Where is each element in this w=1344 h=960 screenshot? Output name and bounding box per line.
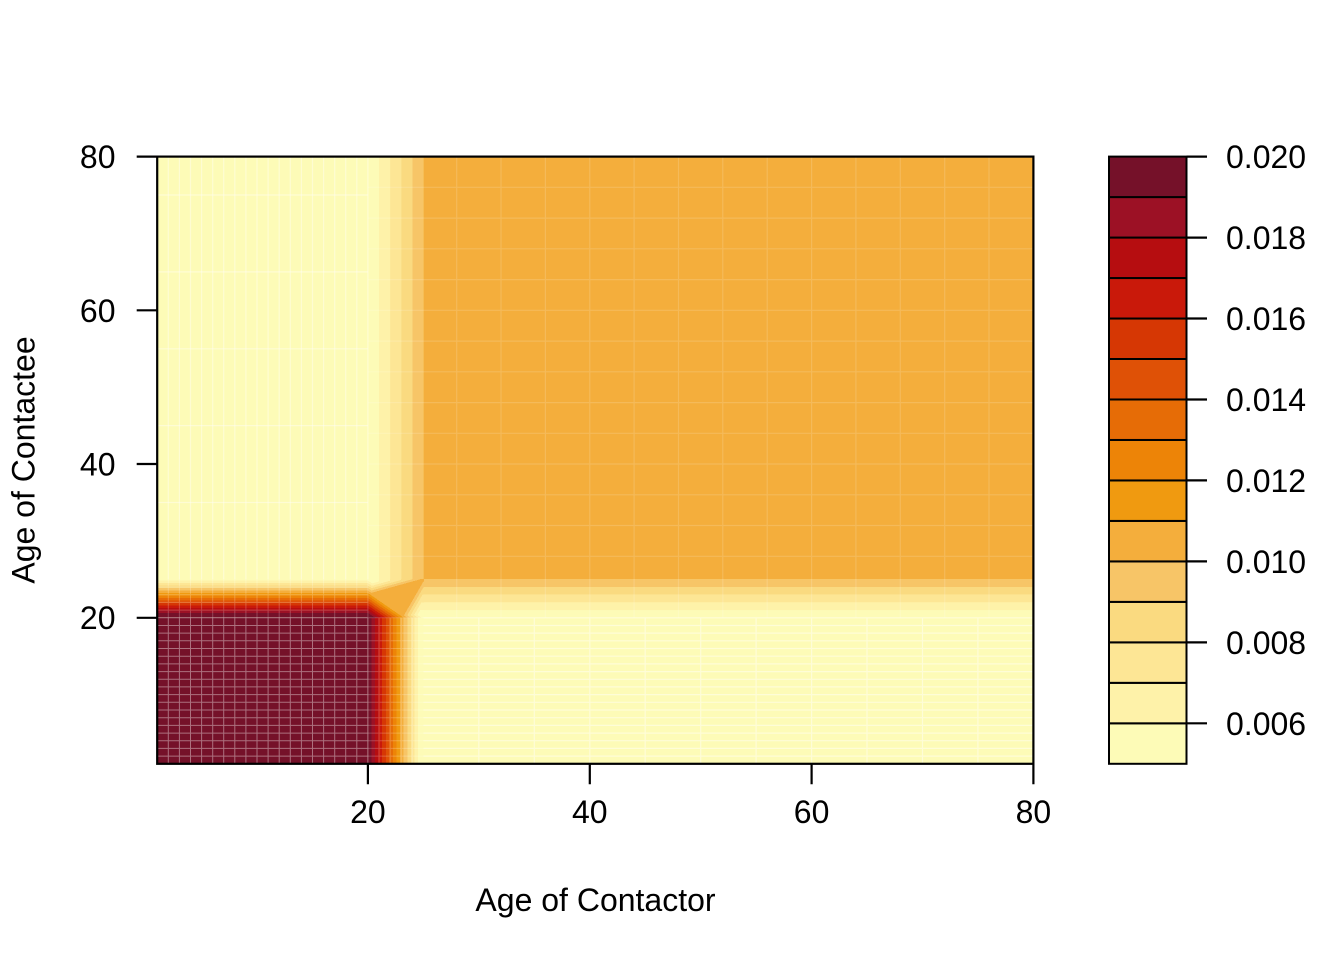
svg-text:80: 80 [80,139,116,175]
svg-text:0.012: 0.012 [1226,463,1306,499]
svg-text:0.006: 0.006 [1226,706,1306,742]
svg-text:0.020: 0.020 [1226,139,1306,175]
svg-text:Age of Contactor: Age of Contactor [475,882,715,918]
svg-text:60: 60 [794,794,830,830]
svg-text:80: 80 [1016,794,1052,830]
svg-text:20: 20 [350,794,386,830]
svg-text:40: 40 [572,794,608,830]
svg-text:0.014: 0.014 [1226,382,1306,418]
svg-text:0.018: 0.018 [1226,220,1306,256]
svg-text:0.008: 0.008 [1226,625,1306,661]
svg-text:40: 40 [80,447,116,483]
svg-text:0.016: 0.016 [1226,301,1306,337]
svg-text:20: 20 [80,600,116,636]
svg-text:60: 60 [80,293,116,329]
svg-text:Age of Contactee: Age of Contactee [6,336,42,583]
svg-text:0.010: 0.010 [1226,544,1306,580]
